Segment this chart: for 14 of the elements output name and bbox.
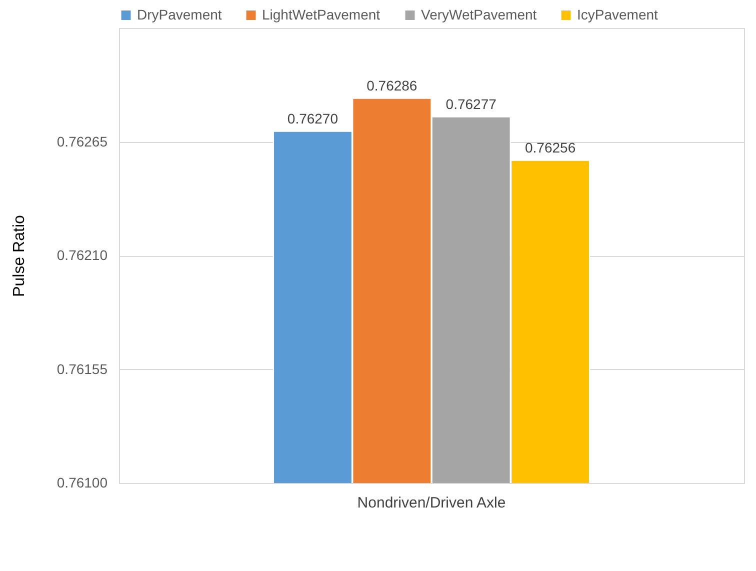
legend-label: DryPavement bbox=[137, 6, 222, 22]
y-axis-title: Pulse Ratio bbox=[10, 214, 28, 297]
data-label: 0.76256 bbox=[524, 139, 576, 156]
legend-label: LightWetPavement bbox=[262, 6, 380, 22]
data-label: 0.76270 bbox=[287, 110, 338, 126]
y-tick-label: 0.76100 bbox=[56, 474, 108, 490]
data-label: 0.76277 bbox=[446, 96, 497, 112]
legend-label: VeryWetPavement bbox=[421, 6, 537, 22]
x-tick-label: Nondriven/Driven Axle bbox=[357, 494, 506, 512]
data-label: 0.76286 bbox=[366, 77, 418, 94]
y-tick-label: 0.76155 bbox=[56, 360, 108, 377]
y-tick-label: 0.76210 bbox=[56, 247, 108, 263]
y-tick-label: 0.76265 bbox=[56, 133, 108, 150]
legend-label: IcyPavement bbox=[577, 6, 658, 22]
